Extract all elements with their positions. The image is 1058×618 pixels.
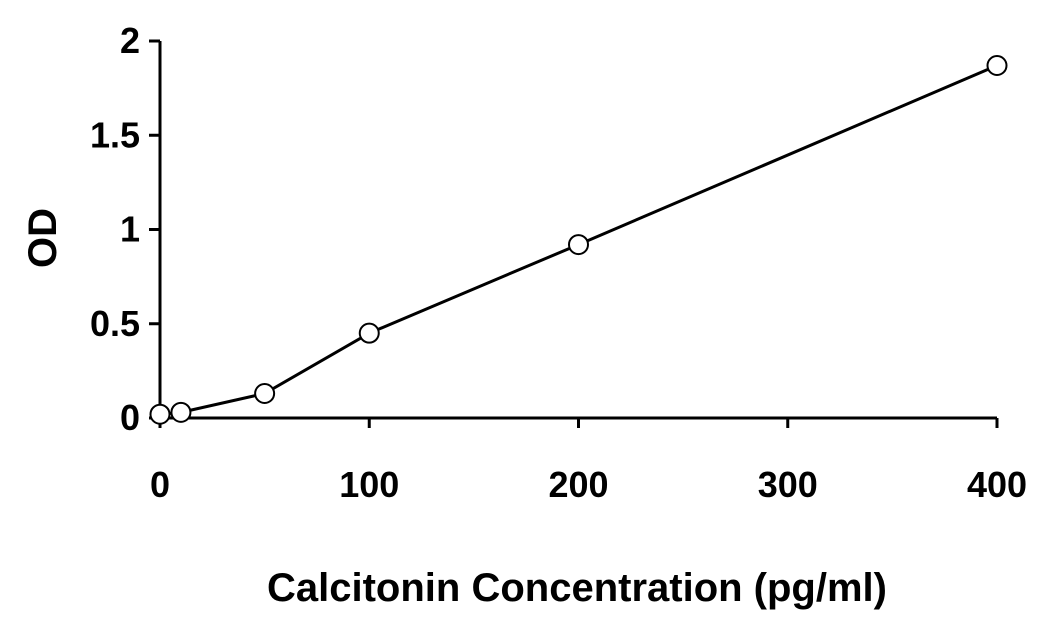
x-tick-label: 200 [548, 464, 608, 505]
data-point [358, 322, 380, 344]
x-tick-label: 0 [150, 464, 170, 505]
x-tick-label: 400 [967, 464, 1027, 505]
x-axis-title: Calcitonin Concentration (pg/ml) [267, 566, 887, 610]
y-tick-label: 1.5 [90, 114, 140, 155]
data-points [149, 55, 1008, 425]
y-tick-label: 0 [120, 397, 140, 438]
y-tick-label: 0.5 [90, 303, 140, 344]
y-axis-title: OD [21, 208, 65, 268]
x-tick-label: 100 [339, 464, 399, 505]
y-tick-label: 1 [120, 209, 140, 250]
data-point [986, 55, 1008, 77]
data-point [149, 403, 171, 425]
y-tick-label: 2 [120, 20, 140, 61]
data-point [170, 401, 192, 423]
x-axis-ticks: 0 100 200 300 400 [150, 418, 1027, 505]
data-point [254, 382, 276, 404]
data-point [568, 234, 589, 256]
y-axis-ticks: 0 0.5 1 1.5 2 [90, 20, 160, 438]
x-tick-label: 300 [758, 464, 818, 505]
